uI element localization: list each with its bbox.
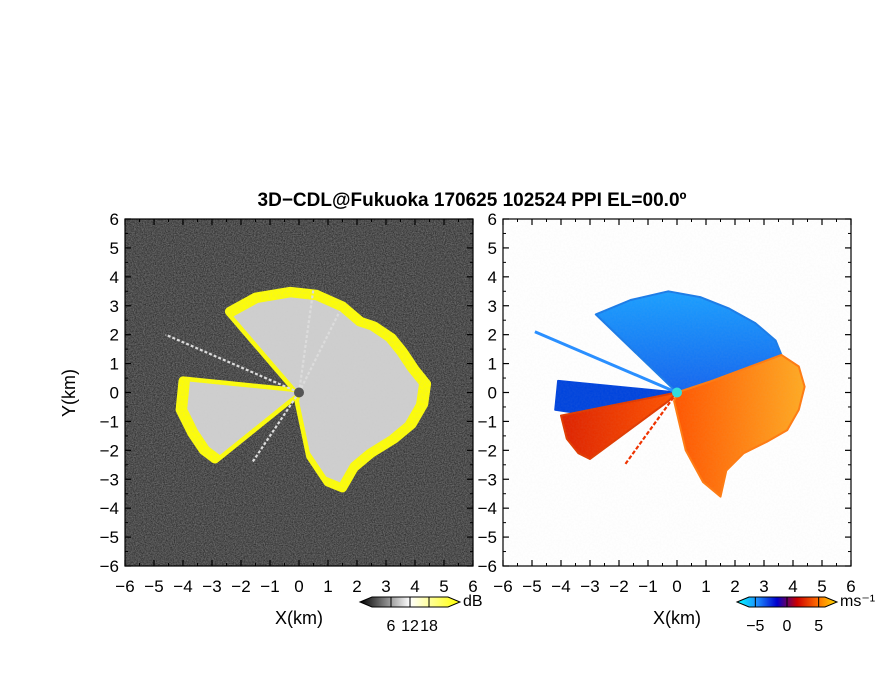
x-tick-label: −4 — [551, 577, 570, 596]
x-tick-label: 5 — [439, 577, 448, 596]
x-tick-label: −6 — [115, 577, 134, 596]
x-tick-label: −1 — [260, 577, 279, 596]
y-tick-label: 6 — [110, 210, 119, 229]
y-tick-label: 6 — [488, 210, 497, 229]
x-tick-label: 4 — [788, 577, 797, 596]
y-tick-label: −1 — [100, 412, 119, 431]
colorbar-tick-label: 12 — [401, 618, 419, 635]
y-tick-label: −4 — [478, 499, 497, 518]
y-tick-label: 3 — [488, 297, 497, 316]
x-tick-label: 1 — [701, 577, 710, 596]
y-tick-label: −5 — [100, 528, 119, 547]
y-tick-label: −3 — [478, 470, 497, 489]
x-tick-label: −3 — [202, 577, 221, 596]
reflectivity-ray — [251, 391, 300, 463]
velocity-xlabel: X(km) — [653, 608, 701, 628]
reflectivity-center — [294, 387, 304, 398]
x-tick-label: −4 — [173, 577, 192, 596]
x-tick-label: −5 — [522, 577, 541, 596]
reflectivity-ray — [297, 288, 315, 393]
x-tick-label: 0 — [672, 577, 681, 596]
x-tick-label: 3 — [759, 577, 768, 596]
y-tick-label: 2 — [110, 326, 119, 345]
velocity-panel: −6 −5 −4 −3 −2 −1 0 1 2 3 4 5 6 −6 −5 −4 −3 −2 −1 0 1 2 3 4 5 6 X… — [478, 210, 856, 628]
x-tick-label: 5 — [817, 577, 826, 596]
chart-title: 3D−CDL@Fukuoka 170625 102524 PPI EL=00.0… — [258, 190, 687, 211]
x-tick-label: 0 — [294, 577, 303, 596]
y-tick-label: −2 — [478, 441, 497, 460]
y-tick-label: 4 — [110, 268, 119, 287]
reflectivity-ray — [165, 333, 300, 394]
colorbar-tick-label: 18 — [420, 618, 438, 635]
y-tick-label: −1 — [478, 412, 497, 431]
y-tick-label: −6 — [100, 557, 119, 576]
colorbar-tick-label: −5 — [746, 618, 764, 635]
reflectivity-panel: −6 −5 −4 −3 −2 −1 0 1 2 3 4 5 6 −6 −5 −4 −3 −2 −1 0 1 2 3 4 5 6 X… — [59, 210, 478, 628]
reflectivity-ylabel: Y(km) — [59, 369, 79, 417]
y-tick-label: −4 — [100, 499, 119, 518]
y-tick-label: 1 — [488, 355, 497, 374]
colorbar-tick-label: 0 — [783, 618, 792, 635]
y-tick-label: −6 — [478, 557, 497, 576]
x-tick-label: 2 — [352, 577, 361, 596]
y-tick-label: 5 — [110, 239, 119, 258]
y-tick-label: 4 — [488, 268, 497, 287]
x-tick-label: −5 — [144, 577, 163, 596]
velocity-colorbar: −5 0 5 ms⁻¹ — [735, 593, 875, 635]
colorbar-unit-label: ms⁻¹ — [840, 593, 875, 610]
x-tick-label: −1 — [638, 577, 657, 596]
x-tick-label: −2 — [231, 577, 250, 596]
colorbar-unit-label: dB — [463, 593, 483, 610]
velocity-ray — [623, 391, 678, 466]
colorbar-tick-label: 5 — [814, 618, 823, 635]
y-tick-label: −5 — [478, 528, 497, 547]
x-tick-label: 6 — [846, 577, 855, 596]
x-tick-label: −2 — [609, 577, 628, 596]
x-tick-label: −3 — [580, 577, 599, 596]
y-tick-label: 5 — [488, 239, 497, 258]
x-tick-label: 3 — [381, 577, 390, 596]
x-tick-label: 2 — [730, 577, 739, 596]
velocity-ticks: −6 −5 −4 −3 −2 −1 0 1 2 3 4 5 6 −6 −5 −4 −3 −2 −1 0 1 2 3 4 5 6 — [478, 210, 856, 596]
y-tick-label: 3 — [110, 297, 119, 316]
y-tick-label: −2 — [100, 441, 119, 460]
velocity-center — [672, 387, 682, 398]
reflectivity-colorbar: 6 12 18 dB — [358, 593, 483, 635]
y-tick-label: −3 — [100, 470, 119, 489]
reflectivity-echo — [125, 219, 473, 566]
x-tick-label: −6 — [493, 577, 512, 596]
y-tick-label: 0 — [110, 384, 119, 403]
colorbar-tick-label: 6 — [387, 618, 396, 635]
reflectivity-ray — [298, 311, 341, 393]
y-tick-label: 0 — [488, 384, 497, 403]
x-tick-label: 6 — [468, 577, 477, 596]
velocity-ray — [534, 330, 678, 394]
reflectivity-ticks: −6 −5 −4 −3 −2 −1 0 1 2 3 4 5 6 −6 −5 −4 −3 −2 −1 0 1 2 3 4 5 6 — [100, 210, 478, 596]
reflectivity-xlabel: X(km) — [275, 608, 323, 628]
x-tick-label: 4 — [410, 577, 419, 596]
velocity-echo — [503, 219, 851, 566]
x-tick-label: 1 — [323, 577, 332, 596]
y-tick-label: 1 — [110, 355, 119, 374]
y-tick-label: 2 — [488, 326, 497, 345]
